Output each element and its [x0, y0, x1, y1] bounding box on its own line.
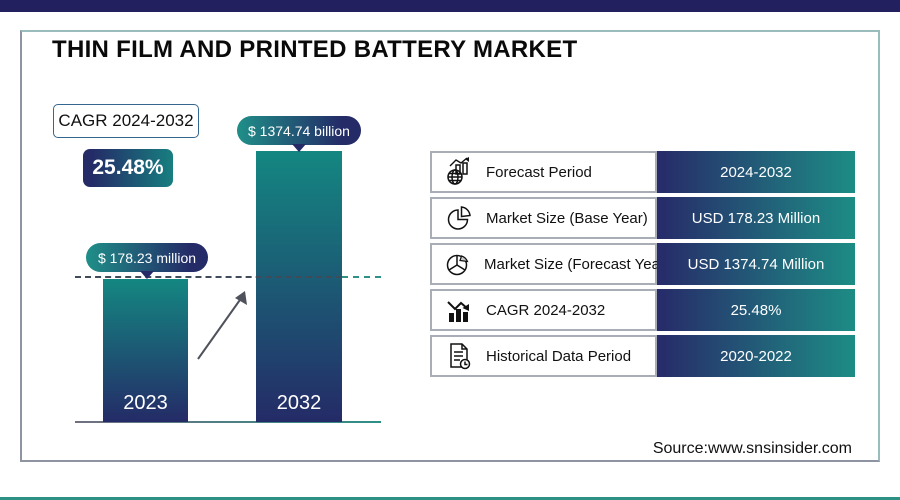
bar-2023-category-label: 2023: [123, 392, 168, 414]
cagr-value-label: 25.48%: [92, 156, 164, 179]
table-row-value: 2024-2032: [720, 163, 792, 181]
cagr-period-label: CAGR 2024-2032: [58, 111, 194, 130]
table-row-label-cell: Market Size (Forecast Year): [430, 243, 670, 285]
bar-2032-category-label: 2032: [276, 392, 322, 414]
table-row-label: CAGR 2024-2032: [486, 301, 606, 319]
bar-value-callout-2023: $ 178.23 million: [86, 243, 208, 279]
bar-2023: 2023: [103, 279, 188, 422]
bar-value-2032: $ 1374.74 billion: [248, 122, 350, 139]
table-row-value-cell: USD 1374.74 Million: [657, 243, 855, 285]
table-row-value: USD 1374.74 Million: [687, 255, 825, 273]
table-row: Historical Data Period 2020-2022: [430, 335, 855, 377]
table-row-value: 25.48%: [730, 301, 782, 319]
table-row-value-cell: 2024-2032: [657, 151, 855, 193]
market-summary-table: Forecast Period 2024-2032 Market Size (B…: [430, 151, 855, 381]
table-row: Forecast Period 2024-2032: [430, 151, 855, 193]
table-row-label-cell: Historical Data Period: [430, 335, 657, 377]
table-row-label: Historical Data Period: [486, 347, 632, 365]
page-title: THIN FILM AND PRINTED BATTERY MARKET: [52, 36, 578, 63]
reference-dashed-line: [75, 276, 342, 278]
reference-dashed-line-teal-end: [342, 276, 381, 278]
table-row-label: Market Size (Forecast Year): [484, 255, 670, 273]
globe-trend-icon: [443, 156, 475, 188]
table-row-label: Forecast Period: [486, 163, 592, 181]
top-accent-bar: [0, 0, 900, 12]
bar-chart-trend-icon: [443, 294, 475, 326]
table-row-value: 2020-2022: [720, 347, 792, 365]
bar-value-callout-2032: $ 1374.74 billion: [237, 116, 361, 152]
table-row-label-cell: Market Size (Base Year): [430, 197, 657, 239]
table-row-value-cell: 2020-2022: [657, 335, 855, 377]
table-row: Market Size (Forecast Year) USD 1374.74 …: [430, 243, 855, 285]
bar-value-2023: $ 178.23 million: [97, 249, 197, 266]
pie-chart-icon: [443, 202, 475, 234]
bar-2032: 2032: [256, 151, 342, 422]
table-row: CAGR 2024-2032 25.48%: [430, 289, 855, 331]
chart-baseline: [75, 421, 381, 423]
cagr-period-box: CAGR 2024-2032: [53, 104, 199, 138]
cagr-value-badge: 25.48%: [83, 149, 173, 187]
table-row-label-cell: CAGR 2024-2032: [430, 289, 657, 331]
source-attribution: Source:www.snsinsider.com: [652, 440, 852, 457]
table-row-value-cell: 25.48%: [657, 289, 855, 331]
table-row-value: USD 178.23 Million: [691, 209, 821, 227]
growth-arrow-icon: [197, 291, 247, 360]
document-clock-icon: [443, 340, 475, 372]
table-row-label-cell: Forecast Period: [430, 151, 657, 193]
pie-chart-exploded-icon: [443, 248, 473, 280]
table-row-label: Market Size (Base Year): [486, 209, 648, 227]
table-row: Market Size (Base Year) USD 178.23 Milli…: [430, 197, 855, 239]
bottom-accent-bar: [0, 497, 900, 500]
table-row-value-cell: USD 178.23 Million: [657, 197, 855, 239]
